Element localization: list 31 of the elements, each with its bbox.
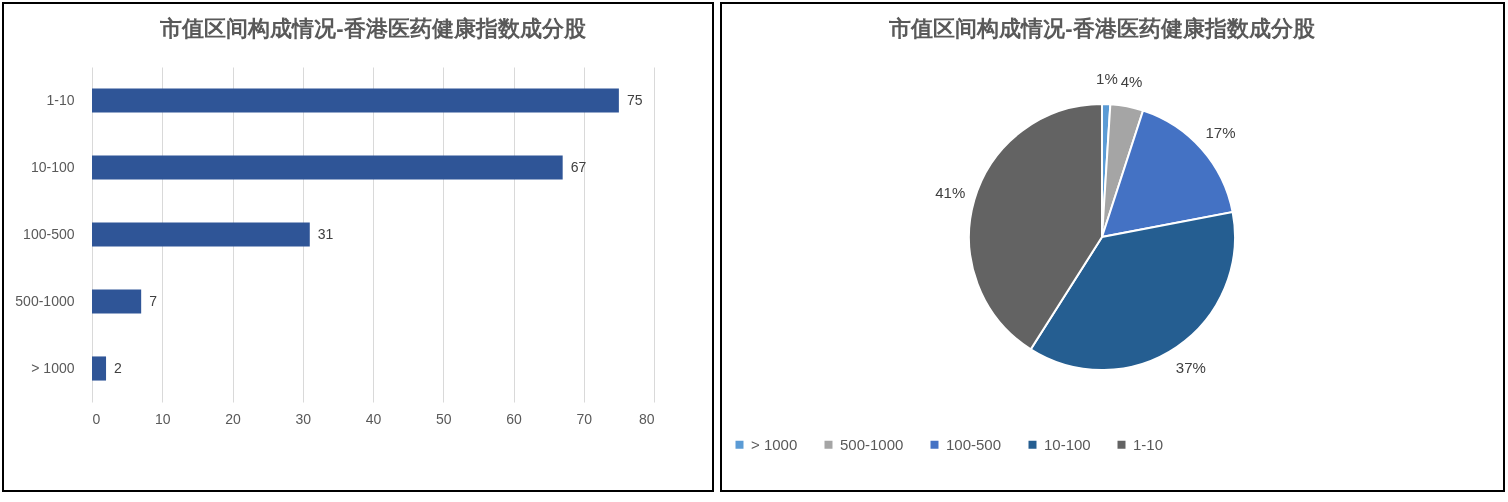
chart-title: 市值区间构成情况-香港医药健康指数成分股 xyxy=(888,16,1316,41)
data-label: 31 xyxy=(317,225,334,242)
data-label: 17% xyxy=(1205,123,1236,141)
y-tick-label: > 1000 xyxy=(31,359,75,376)
x-tick-label: 30 xyxy=(295,410,312,427)
data-label: 4% xyxy=(1120,72,1143,90)
legend-label: 500-1000 xyxy=(840,435,904,453)
y-tick-label: 1-10 xyxy=(46,91,75,108)
y-tick-label: 500-1000 xyxy=(15,292,75,309)
data-label: 67 xyxy=(570,158,587,175)
data-label: 7 xyxy=(149,292,158,309)
x-tick-label: 0 xyxy=(92,410,101,427)
data-label: 41% xyxy=(935,183,966,201)
x-tick-label: 10 xyxy=(154,410,171,427)
x-tick-label: 70 xyxy=(576,410,593,427)
x-tick-label: 50 xyxy=(435,410,452,427)
legend-label: > 1000 xyxy=(751,435,798,453)
legend-label: 1-10 xyxy=(1133,435,1164,453)
data-label: 2 xyxy=(114,359,123,376)
x-tick-label: 20 xyxy=(225,410,241,427)
y-tick-label: 10-100 xyxy=(30,158,75,175)
data-label: 1% xyxy=(1096,70,1118,88)
x-tick-label: 40 xyxy=(365,410,382,427)
x-tick-label: 60 xyxy=(506,410,522,427)
legend-label: 10-100 xyxy=(1044,435,1091,453)
y-tick-label: 100-500 xyxy=(23,225,75,242)
chart-title: 市值区间构成情况-香港医药健康指数成分股 xyxy=(159,16,587,41)
data-label: 37% xyxy=(1175,358,1206,376)
legend-label: 100-500 xyxy=(946,435,1002,453)
x-tick-label: 80 xyxy=(638,410,655,427)
data-label: 75 xyxy=(626,91,643,108)
